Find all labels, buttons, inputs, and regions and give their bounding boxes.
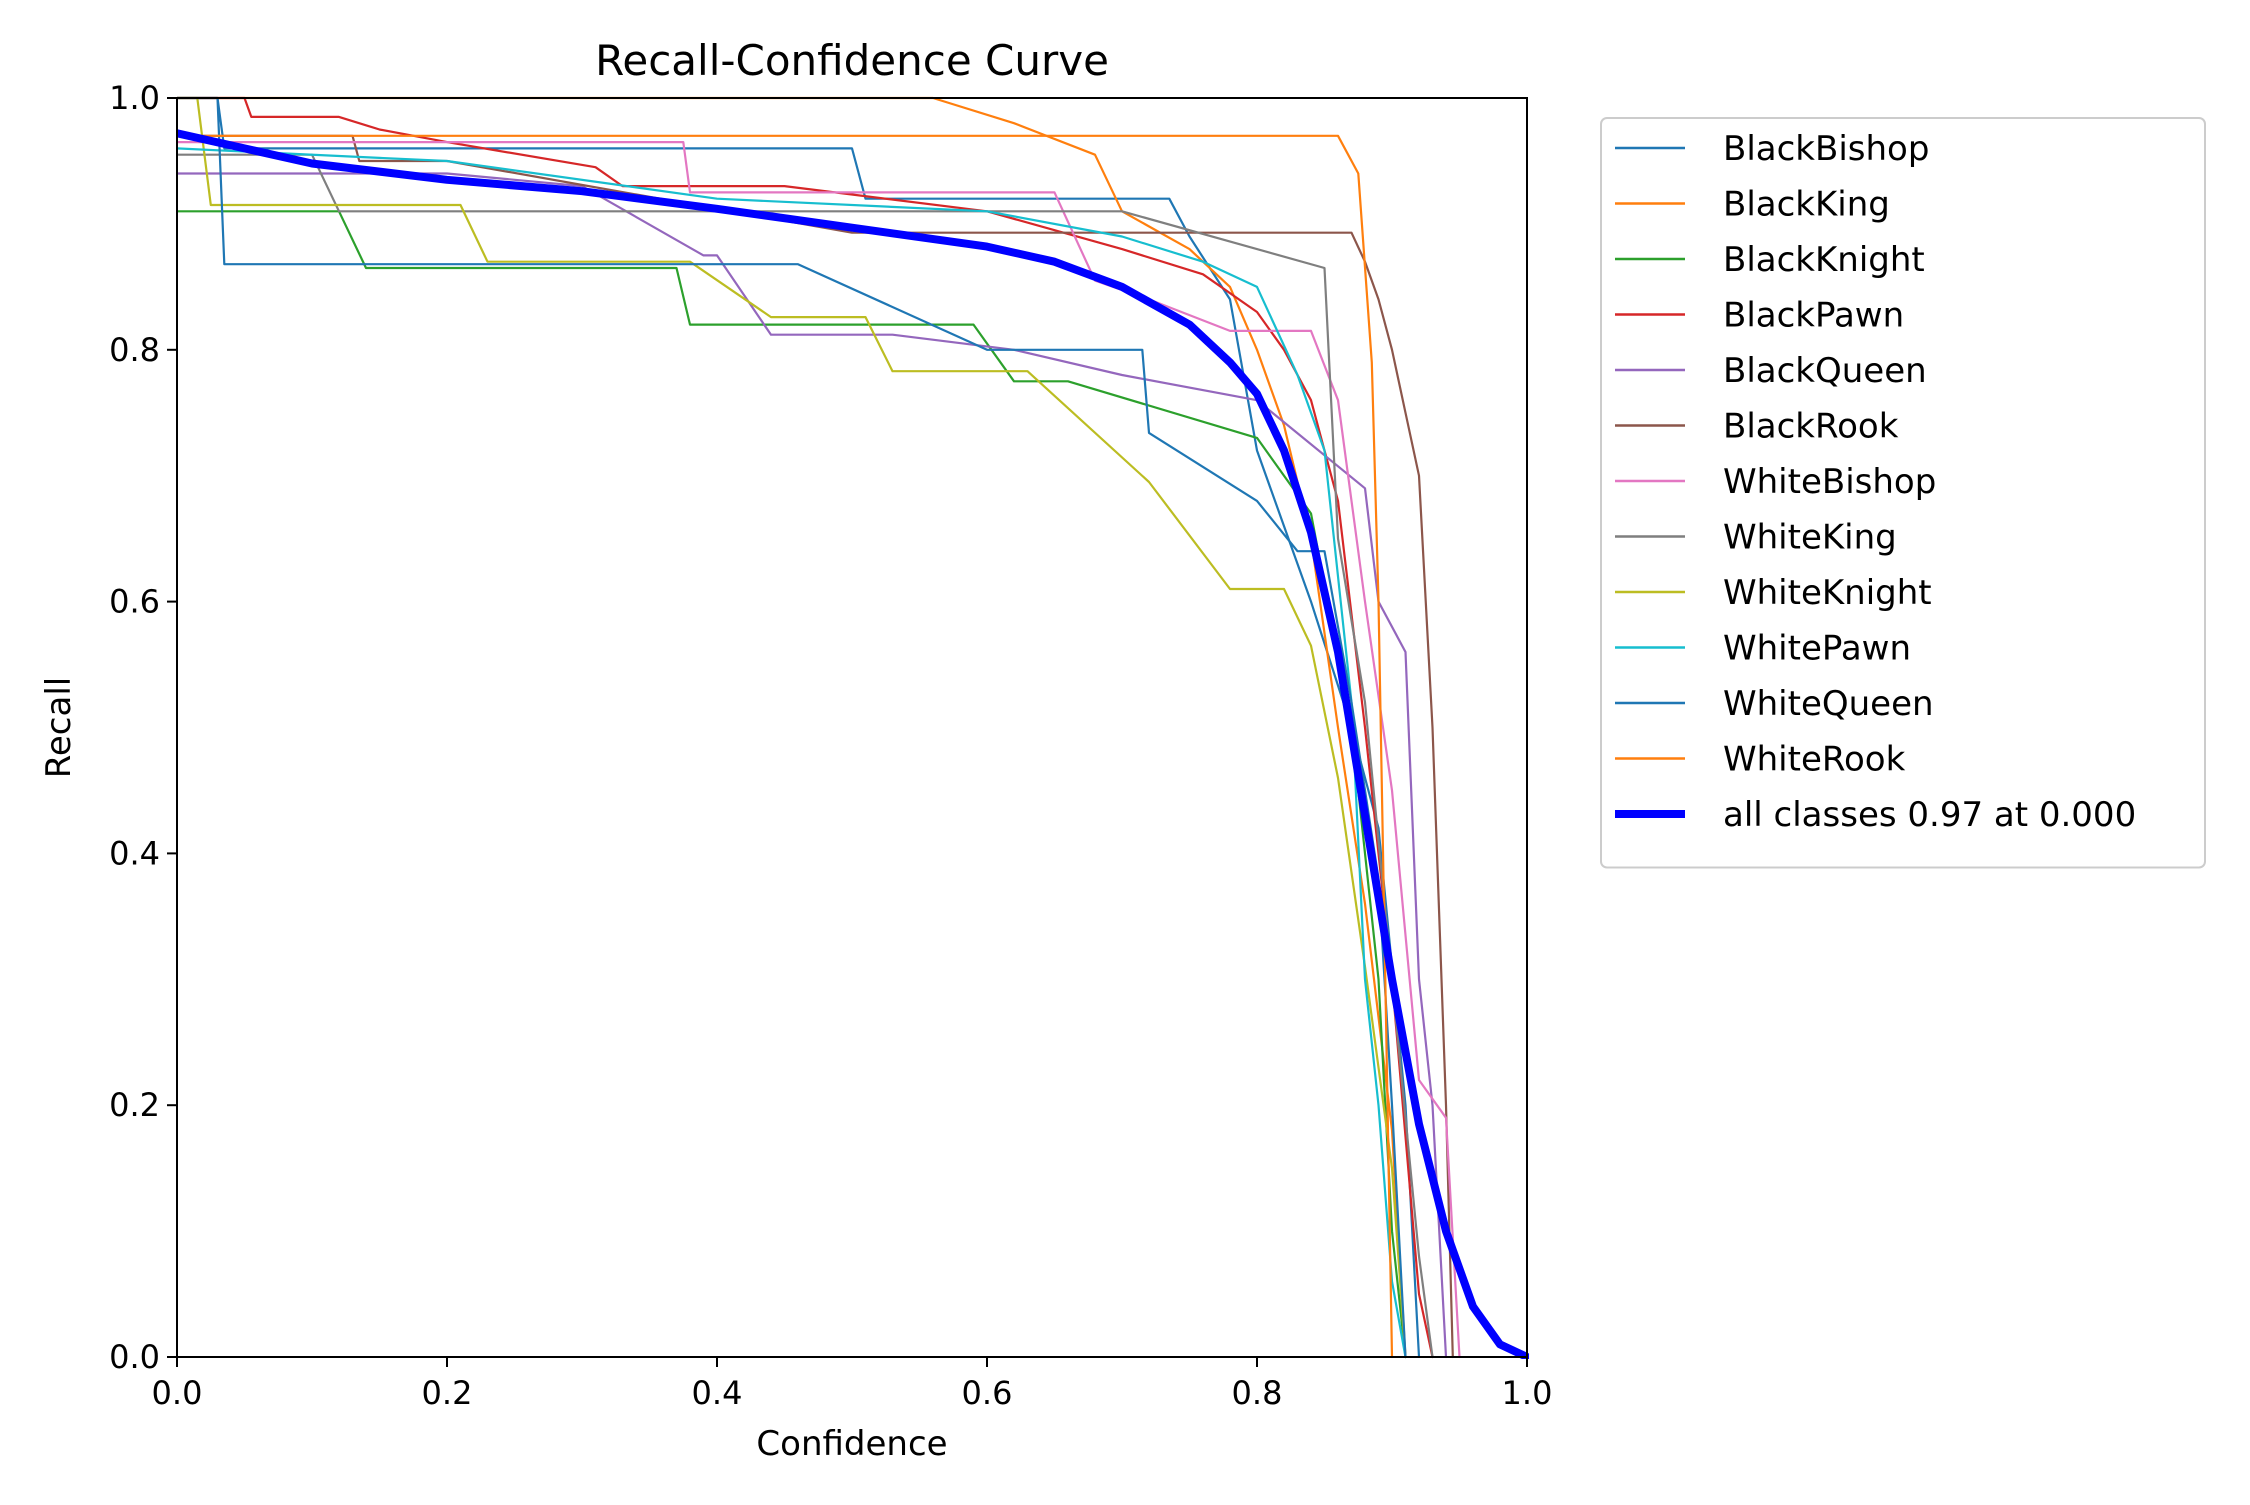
- series-line-blackrook: [177, 134, 1454, 1359]
- series-line-all-classes-0-97-at-0-000: [177, 129, 1529, 1359]
- legend-label: BlackBishop: [1723, 129, 1929, 169]
- y-tick-label: 0.8: [109, 331, 160, 369]
- ticks-layer: 0.0 0.2 0.4 0.6 0.8 1.0 0.0 0.2 0.4 0.6 0.8 1.0: [109, 79, 1552, 1412]
- series-line-whitebishop: [177, 141, 1461, 1359]
- chart-title: Recall-Confidence Curve: [595, 36, 1109, 85]
- x-tick-label: 0.0: [152, 1374, 203, 1412]
- x-tick-label: 0.4: [692, 1374, 743, 1412]
- y-tick-label: 0.2: [109, 1086, 160, 1124]
- x-tick-label: 0.2: [422, 1374, 473, 1412]
- x-tick-label: 0.6: [962, 1374, 1013, 1412]
- legend-label: all classes 0.97 at 0.000: [1723, 795, 2136, 835]
- y-tick-label: 0.0: [109, 1338, 160, 1376]
- legend-label: WhiteKing: [1723, 518, 1897, 558]
- legend-label: BlackQueen: [1723, 351, 1927, 391]
- legend-label: BlackKnight: [1723, 240, 1925, 280]
- legend-label: WhitePawn: [1723, 629, 1911, 669]
- series-layer: [177, 96, 1529, 1359]
- legend: BlackBishop BlackKing BlackKnight BlackPawn…: [1600, 117, 2206, 869]
- x-axis-label: Confidence: [756, 1424, 947, 1464]
- series-line-whiteknight: [177, 96, 1407, 1359]
- legend-label: BlackRook: [1723, 407, 1899, 447]
- legend-label: WhiteQueen: [1723, 684, 1934, 724]
- legend-label: BlackKing: [1723, 185, 1890, 225]
- y-tick-label: 1.0: [109, 79, 160, 117]
- series-line-whitepawn: [177, 147, 1407, 1359]
- y-tick-label: 0.4: [109, 834, 160, 872]
- series-line-blackknight: [177, 210, 1407, 1359]
- legend-label: BlackPawn: [1723, 296, 1904, 336]
- series-line-whiterook: [177, 134, 1394, 1359]
- x-tick-label: 1.0: [1502, 1374, 1553, 1412]
- legend-label: WhiteKnight: [1723, 573, 1932, 613]
- legend-label: WhiteBishop: [1723, 462, 1936, 502]
- series-line-blackqueen: [177, 172, 1448, 1359]
- series-line-blackpawn: [177, 96, 1434, 1359]
- x-tick-label: 0.8: [1232, 1374, 1283, 1412]
- series-line-blackbishop: [177, 96, 1421, 1359]
- plot-frame: [176, 97, 1528, 1358]
- y-tick-label: 0.6: [109, 583, 160, 621]
- legend-box: [1600, 117, 2206, 869]
- series-line-whiteking: [177, 153, 1434, 1359]
- legend-label: WhiteRook: [1723, 740, 1906, 780]
- y-axis-label: Recall: [39, 677, 79, 778]
